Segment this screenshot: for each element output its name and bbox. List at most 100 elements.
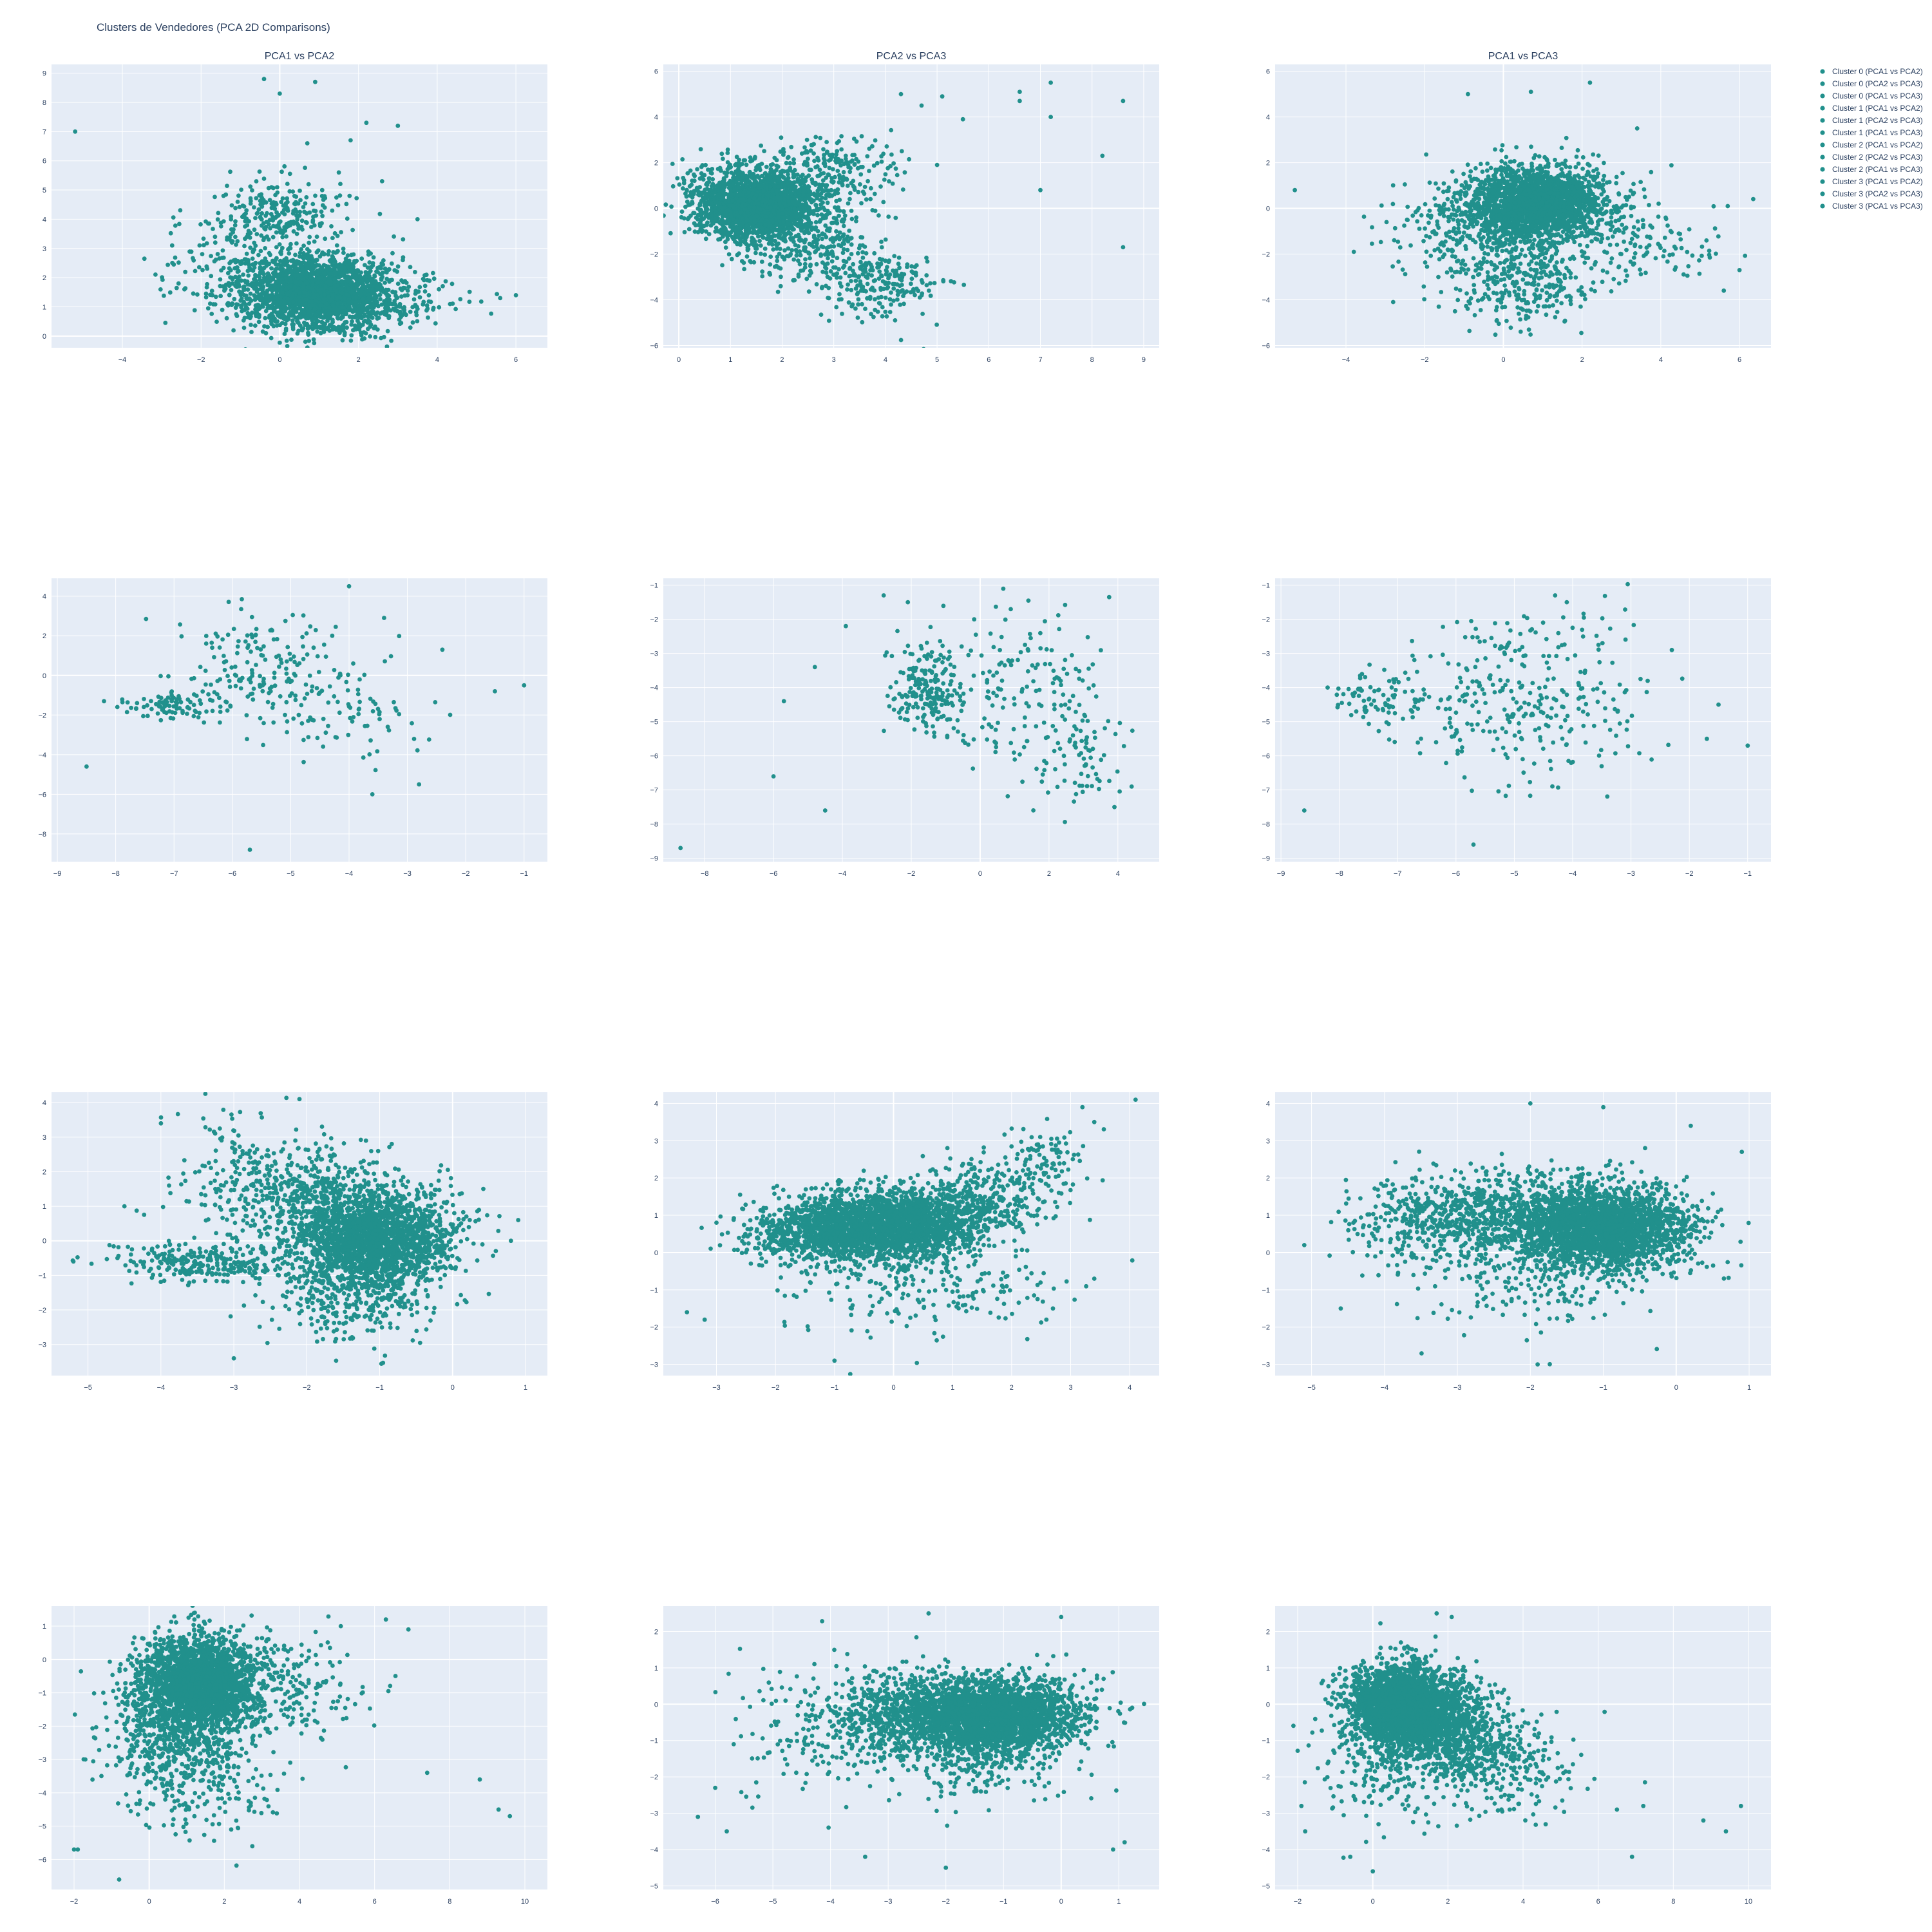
- data-point[interactable]: [329, 224, 334, 229]
- data-point[interactable]: [290, 322, 295, 327]
- data-point[interactable]: [294, 231, 299, 236]
- data-point[interactable]: [330, 255, 336, 260]
- data-point[interactable]: [347, 261, 352, 266]
- data-point[interactable]: [174, 285, 179, 290]
- data-point[interactable]: [374, 312, 378, 317]
- data-point[interactable]: [250, 256, 255, 261]
- data-point[interactable]: [697, 212, 703, 217]
- data-point[interactable]: [744, 175, 749, 179]
- data-point[interactable]: [233, 258, 238, 262]
- data-point[interactable]: [205, 306, 211, 311]
- data-point[interactable]: [256, 252, 261, 258]
- data-point[interactable]: [225, 184, 229, 188]
- data-point[interactable]: [726, 164, 732, 169]
- data-point[interactable]: [327, 249, 331, 254]
- data-point[interactable]: [406, 284, 412, 289]
- data-point[interactable]: [321, 316, 326, 320]
- data-point[interactable]: [321, 271, 327, 276]
- data-point[interactable]: [297, 213, 302, 218]
- data-point[interactable]: [218, 224, 223, 229]
- data-point[interactable]: [243, 216, 248, 221]
- data-point[interactable]: [345, 216, 350, 221]
- data-point[interactable]: [366, 310, 371, 315]
- data-point[interactable]: [343, 275, 348, 280]
- data-point[interactable]: [276, 284, 281, 289]
- data-point[interactable]: [177, 222, 182, 227]
- data-point[interactable]: [253, 307, 258, 311]
- data-point[interactable]: [841, 247, 846, 252]
- data-point[interactable]: [269, 311, 274, 316]
- data-point[interactable]: [715, 185, 720, 191]
- data-point[interactable]: [281, 305, 286, 310]
- data-point[interactable]: [332, 276, 337, 281]
- data-point[interactable]: [388, 278, 393, 283]
- data-point[interactable]: [763, 171, 768, 176]
- data-point[interactable]: [824, 175, 829, 180]
- data-point[interactable]: [410, 320, 415, 325]
- data-point[interactable]: [321, 292, 327, 297]
- data-point[interactable]: [695, 167, 699, 172]
- data-point[interactable]: [298, 251, 303, 255]
- data-point[interactable]: [366, 298, 372, 302]
- data-point[interactable]: [276, 262, 281, 267]
- data-point[interactable]: [354, 196, 359, 201]
- data-point[interactable]: [311, 214, 316, 220]
- data-point[interactable]: [333, 260, 337, 264]
- data-point[interactable]: [282, 332, 287, 336]
- data-point[interactable]: [386, 316, 392, 321]
- data-point[interactable]: [383, 287, 388, 292]
- data-point[interactable]: [278, 323, 282, 328]
- data-point[interactable]: [798, 180, 802, 185]
- data-point[interactable]: [349, 322, 354, 327]
- data-point[interactable]: [282, 203, 287, 207]
- data-point[interactable]: [281, 280, 286, 285]
- data-point[interactable]: [467, 299, 472, 304]
- data-point[interactable]: [299, 327, 305, 332]
- data-point[interactable]: [450, 281, 455, 287]
- data-point[interactable]: [229, 203, 234, 208]
- data-point[interactable]: [719, 231, 724, 236]
- data-point[interactable]: [278, 340, 282, 345]
- data-point[interactable]: [659, 210, 663, 214]
- data-point[interactable]: [340, 323, 345, 328]
- data-point[interactable]: [264, 290, 269, 295]
- data-point[interactable]: [171, 215, 176, 220]
- data-point[interactable]: [876, 213, 881, 218]
- data-point[interactable]: [267, 298, 272, 303]
- data-point[interactable]: [398, 309, 402, 314]
- data-point[interactable]: [263, 213, 268, 218]
- data-point[interactable]: [160, 275, 165, 279]
- data-point[interactable]: [310, 269, 315, 274]
- data-point[interactable]: [296, 295, 301, 299]
- data-point[interactable]: [752, 217, 757, 222]
- data-point[interactable]: [204, 295, 209, 299]
- data-point[interactable]: [250, 188, 254, 193]
- data-point[interactable]: [315, 329, 320, 334]
- data-point[interactable]: [392, 268, 397, 273]
- data-point[interactable]: [681, 186, 685, 191]
- data-point[interactable]: [704, 229, 708, 234]
- data-point[interactable]: [849, 216, 855, 222]
- data-point[interactable]: [256, 207, 261, 212]
- data-point[interactable]: [328, 260, 333, 264]
- data-point[interactable]: [290, 258, 296, 263]
- data-point[interactable]: [726, 198, 731, 204]
- data-point[interactable]: [295, 319, 300, 325]
- data-point[interactable]: [351, 264, 355, 269]
- data-point[interactable]: [233, 234, 238, 240]
- data-point[interactable]: [334, 195, 339, 200]
- data-point[interactable]: [742, 267, 746, 272]
- data-point[interactable]: [330, 236, 335, 240]
- data-point[interactable]: [196, 265, 202, 270]
- data-point[interactable]: [263, 225, 269, 229]
- data-point[interactable]: [265, 302, 269, 307]
- data-point[interactable]: [717, 236, 723, 242]
- data-point[interactable]: [243, 236, 247, 242]
- data-point[interactable]: [245, 282, 251, 287]
- data-point[interactable]: [670, 162, 675, 166]
- data-point[interactable]: [265, 325, 270, 330]
- data-point[interactable]: [762, 246, 768, 251]
- data-point[interactable]: [365, 305, 370, 310]
- data-point[interactable]: [768, 205, 773, 211]
- data-point[interactable]: [395, 123, 401, 128]
